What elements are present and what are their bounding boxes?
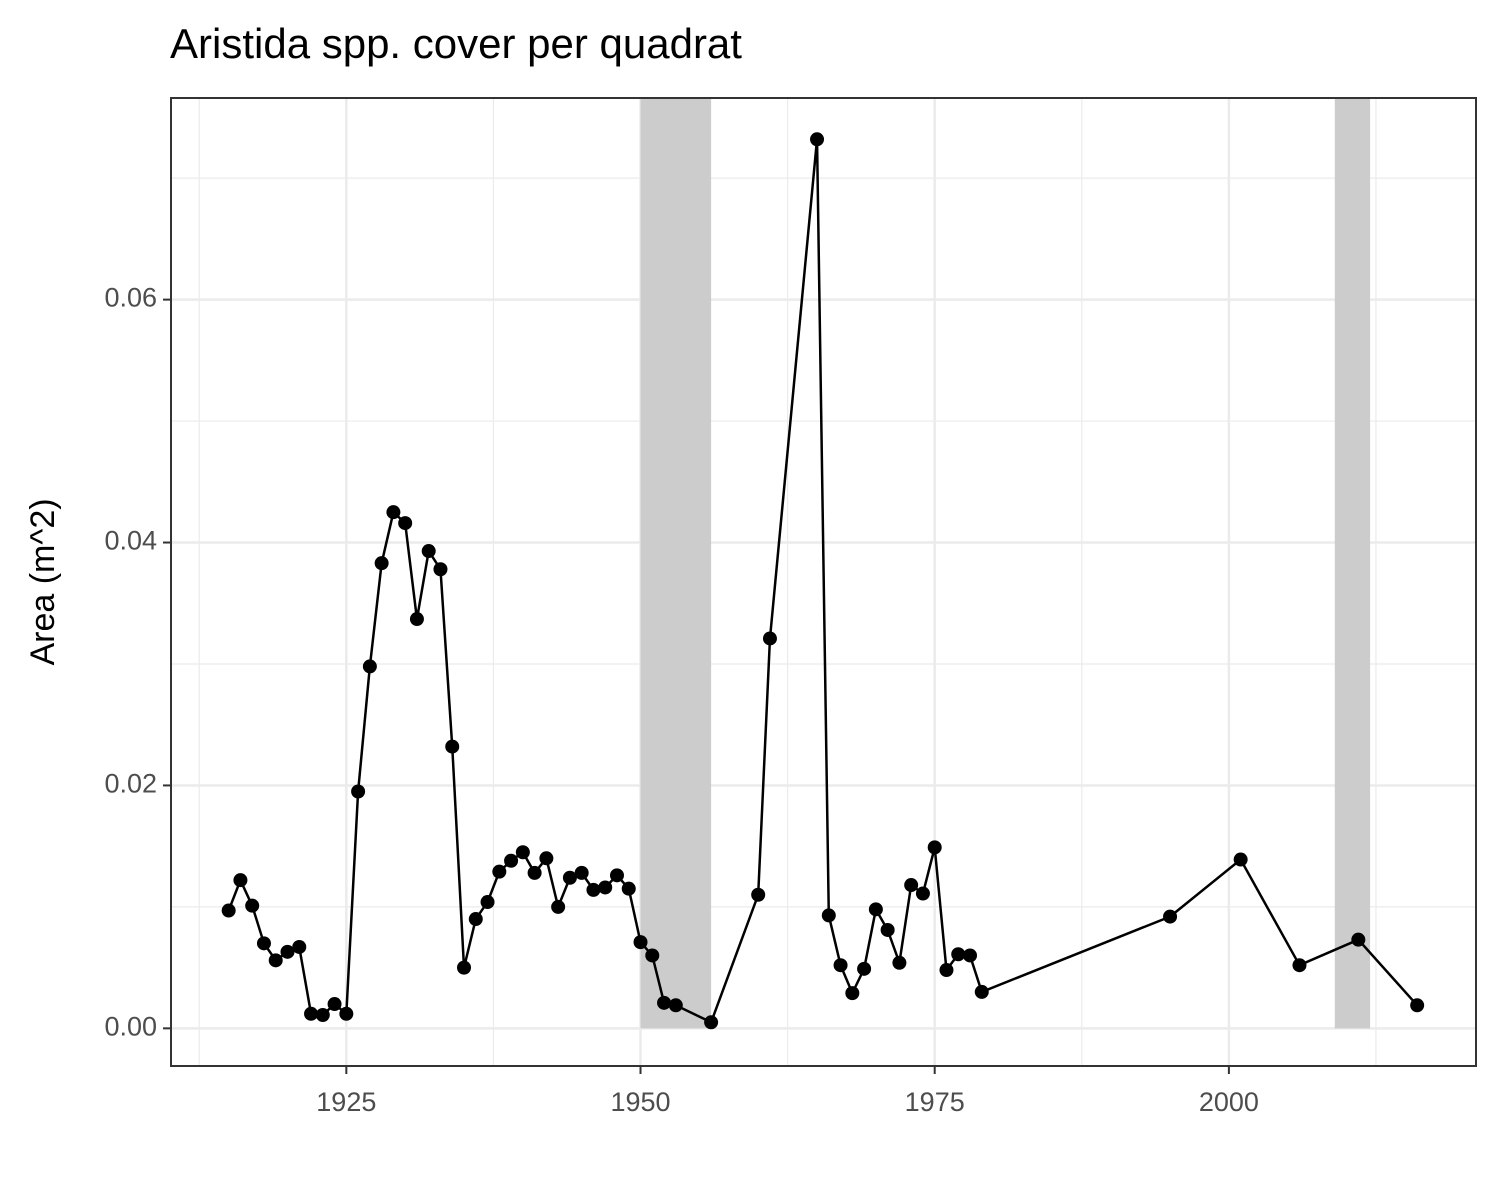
data-point [492,864,507,879]
chart-title: Aristida spp. cover per quadrat [170,20,742,67]
y-axis-label: Area (m^2) [24,498,62,665]
data-point [421,544,436,559]
data-point [562,870,577,885]
data-point [480,895,495,910]
data-point [468,912,483,927]
data-point [951,947,966,962]
data-point [292,939,307,954]
data-point [304,1006,319,1021]
y-tick-label: 0.00 [104,1011,157,1041]
y-tick-label: 0.02 [104,769,157,799]
data-point [845,986,860,1001]
shaded-period [640,98,712,1029]
data-point [256,936,271,951]
data-point [621,881,636,896]
x-tick-label: 1975 [905,1087,965,1117]
data-point [609,868,624,883]
data-point [810,132,825,147]
data-point [868,902,883,917]
data-point [645,948,660,963]
data-point [668,998,683,1013]
data-point [1163,909,1178,924]
data-point [915,886,930,901]
x-tick-label: 2000 [1199,1087,1259,1117]
data-point [586,882,601,897]
data-point [657,995,672,1010]
data-point [327,997,342,1012]
data-point [374,556,389,571]
data-point [445,739,460,754]
data-point [386,505,401,520]
data-point [1410,998,1425,1013]
data-point [504,853,519,868]
data-point [1233,852,1248,867]
data-point [527,865,542,880]
data-point [221,903,236,918]
data-point [880,922,895,937]
data-point [762,631,777,646]
data-point [433,562,448,577]
panel-border [170,97,1477,1067]
data-point [704,1015,719,1030]
data-point [963,948,978,963]
data-point [551,899,566,914]
data-line [227,139,1419,1025]
data-point [315,1007,330,1022]
data-point [409,612,424,627]
shaded-period [1334,98,1371,1029]
y-tick-label: 0.04 [104,526,157,556]
data-point [280,944,295,959]
data-point [245,898,260,913]
data-point [904,878,919,893]
data-point [857,961,872,976]
data-point [515,845,530,860]
data-point [939,963,954,978]
data-point [833,958,848,973]
x-tick-label: 1950 [610,1087,670,1117]
data-point [892,955,907,970]
data-point [339,1006,354,1021]
data-point [233,873,248,888]
data-point [268,953,283,968]
data-point [927,840,942,855]
data-point [751,887,766,902]
data-point [574,865,589,880]
data-point [351,784,366,799]
data-point [1351,932,1366,947]
data-point [633,935,648,950]
data-point [398,516,413,531]
data-point [821,908,836,923]
data-point [974,984,989,999]
data-point [457,960,472,975]
data-point [362,659,377,674]
data-point [539,851,554,866]
data-point [598,880,613,895]
y-tick-label: 0.06 [104,283,157,313]
x-tick-label: 1925 [316,1087,376,1117]
data-point [1292,958,1307,973]
